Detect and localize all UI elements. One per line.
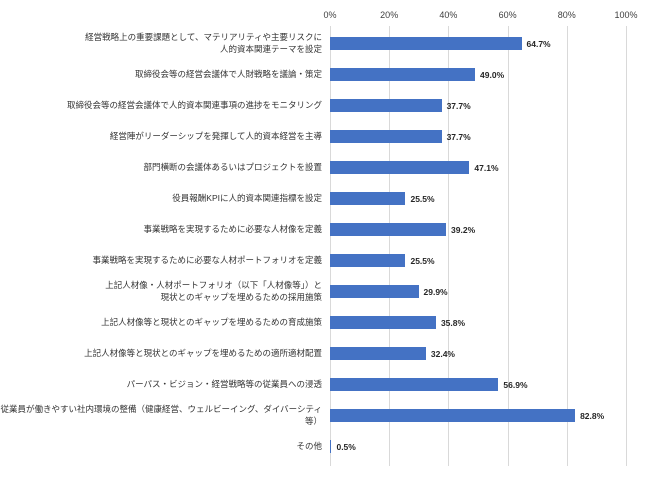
bar-row: 上記人材像・人材ポートフォリオ（以下「人材像等」）と 現状とのギャップを埋めるた… — [0, 276, 650, 307]
category-label: 取締役会等の経営会議体で人財戦略を議論・策定 — [134, 68, 322, 79]
bar-row: 上記人材像等と現状とのギャップを埋めるための適所適材配置 32.4% — [0, 338, 650, 369]
value-label: 47.1% — [474, 162, 499, 173]
category-label: 上記人材像等と現状とのギャップを埋めるための適所適材配置 — [84, 347, 322, 358]
bar-row: 部門横断の会議体あるいはプロジェクトを設置 47.1% — [0, 152, 650, 183]
bar-track: 37.7% — [330, 121, 650, 152]
category-label: 上記人材像等と現状とのギャップを埋めるための育成施策 — [101, 316, 322, 327]
bar — [330, 409, 576, 422]
bar — [330, 378, 499, 391]
value-label: 37.7% — [446, 100, 471, 111]
bar-track: 64.7% — [330, 28, 650, 59]
bar-track: 37.7% — [330, 90, 650, 121]
x-axis-tick-label: 20% — [380, 10, 399, 20]
category-label: 部門横断の会議体あるいはプロジェクトを設置 — [143, 161, 322, 172]
bar-track: 82.8% — [330, 400, 650, 431]
gridline — [507, 26, 509, 466]
bar-row: 事業戦略を実現するために必要な人材ポートフォリオを定義 25.5% — [0, 245, 650, 276]
bar-row: 取締役会等の経営会議体で人財戦略を議論・策定 49.0% — [0, 59, 650, 90]
bar-track: 49.0% — [330, 59, 650, 90]
x-axis-tick-label: 0% — [323, 10, 337, 20]
bar — [330, 192, 406, 205]
value-label: 49.0% — [480, 69, 505, 80]
category-label: 経営陣がリーダーシップを発揮して人的資本経営を主導 — [109, 130, 322, 141]
value-label: 39.2% — [451, 224, 476, 235]
gridline — [389, 26, 391, 466]
bar-row: 従業員が働きやすい社内環境の整備（健康経営、ウェルビーイング、ダイバーシティ 等… — [0, 400, 650, 431]
category-label: 役員報酬KPIに人的資本関連指標を設定 — [172, 192, 322, 203]
value-label: 64.7% — [526, 38, 551, 49]
value-label: 35.8% — [440, 317, 466, 328]
bar — [330, 99, 442, 112]
category-label: 従業員が働きやすい社内環境の整備（健康経営、ウェルビーイング、ダイバーシティ 等… — [0, 403, 322, 426]
bar — [330, 316, 436, 329]
x-axis-tick-label: 80% — [557, 10, 576, 20]
bar-track: 56.9% — [330, 369, 650, 400]
value-label: 37.7% — [446, 131, 471, 142]
category-label: その他 — [296, 440, 322, 451]
bar-row: 事業戦略を実現するために必要な人材像を定義 39.2% — [0, 214, 650, 245]
bar-track: 25.5% — [330, 245, 650, 276]
bar-row: その他 0.5% — [0, 431, 650, 462]
bar-row: 上記人材像等と現状とのギャップを埋めるための育成施策 35.8% — [0, 307, 650, 338]
x-axis-tick-label: 60% — [498, 10, 517, 20]
bar-track: 35.8% — [330, 307, 650, 338]
category-label: 経営戦略上の重要課題として、マテリアリティや主要リスクに 人的資本関連テーマを設… — [85, 31, 322, 54]
value-label: 25.5% — [410, 193, 435, 204]
bar — [330, 440, 332, 453]
bar-track: 29.9% — [330, 276, 650, 307]
bar-track: 39.2% — [330, 214, 650, 245]
gridlines — [330, 26, 627, 466]
category-label: 取締役会等の経営会議体で人的資本関連事項の進捗をモニタリング — [66, 99, 322, 110]
bar — [330, 161, 470, 174]
bar-row: 取締役会等の経営会議体で人的資本関連事項の進捗をモニタリング 37.7% — [0, 90, 650, 121]
value-label: 32.4% — [430, 348, 455, 359]
bar-row: 経営戦略上の重要課題として、マテリアリティや主要リスクに 人的資本関連テーマを設… — [0, 28, 650, 59]
plot-area: 経営戦略上の重要課題として、マテリアリティや主要リスクに 人的資本関連テーマを設… — [0, 28, 650, 462]
bar-track: 47.1% — [330, 152, 650, 183]
x-axis-tick-label: 100% — [614, 10, 638, 20]
x-axis-tick-label: 40% — [439, 10, 458, 20]
bar-track: 32.4% — [330, 338, 650, 369]
bar-track: 25.5% — [330, 183, 650, 214]
value-label: 0.5% — [336, 441, 356, 452]
bar-row: 役員報酬KPIに人的資本関連指標を設定 25.5% — [0, 183, 650, 214]
gridline — [330, 26, 331, 466]
gridline — [448, 26, 450, 466]
bar-row: 経営陣がリーダーシップを発揮して人的資本経営を主導 37.7% — [0, 121, 650, 152]
category-label: 事業戦略を実現するために必要な人材ポートフォリオを定義 — [92, 254, 322, 265]
bar — [330, 37, 522, 50]
bar — [330, 68, 476, 81]
gridline — [566, 26, 568, 466]
bar-row: パーパス・ビジョン・経営戦略等の従業員への浸透 56.9% — [0, 369, 650, 400]
category-label: パーパス・ビジョン・経営戦略等の従業員への浸透 — [126, 378, 322, 389]
x-axis: 0% 20% 40% 60% 80% 100% — [323, 10, 637, 24]
value-label: 56.9% — [503, 379, 528, 390]
bar — [330, 347, 426, 360]
value-label: 29.9% — [423, 286, 448, 297]
bar-track: 0.5% — [330, 431, 650, 462]
bar — [330, 223, 447, 236]
bar — [330, 254, 406, 267]
value-label: 82.8% — [580, 410, 605, 421]
category-label: 上記人材像・人材ポートフォリオ（以下「人材像等」）と 現状とのギャップを埋めるた… — [105, 279, 322, 302]
category-label: 事業戦略を実現するために必要な人材像を定義 — [143, 223, 322, 234]
gridline — [626, 26, 627, 466]
bar — [330, 285, 419, 298]
value-label: 25.5% — [410, 255, 435, 266]
bar — [330, 130, 442, 143]
